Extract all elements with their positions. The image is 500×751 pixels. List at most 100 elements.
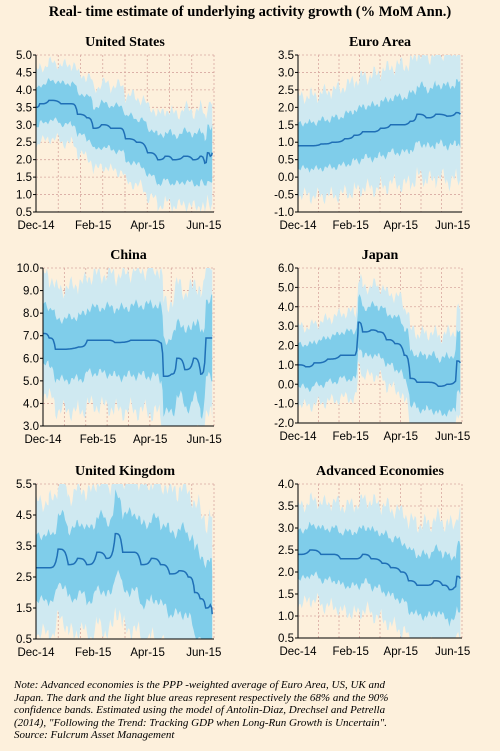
y-tick-label: -2.0 (274, 418, 294, 430)
y-tick-label: 1.5 (16, 172, 32, 184)
y-tick-label: 2.5 (278, 85, 294, 97)
y-tick-label: 4.0 (278, 302, 294, 314)
y-tick-label: 3.0 (278, 67, 294, 79)
y-tick-label: -1.0 (274, 399, 294, 411)
y-tick-label: 2.0 (278, 567, 294, 579)
y-tick-label: -1.0 (274, 207, 294, 219)
y-tick-label: 7.0 (23, 331, 39, 343)
x-tick-label: Dec-14 (17, 220, 55, 232)
y-tick-label: 3.5 (16, 102, 32, 114)
x-tick-label: Feb-15 (332, 646, 368, 658)
y-tick-label: 9.0 (23, 286, 39, 298)
charts-canvas: 0.5 1.0 1.5 2.0 2.5 3.0 3.5 4.0 4.5 5.0 Dec-14 Feb-… (16, 35, 470, 659)
y-tick-label: 0.5 (278, 633, 294, 645)
y-tick-label: 6.0 (278, 263, 294, 275)
y-tick-label: 0.0 (278, 379, 294, 391)
x-tick-label: Jun-15 (186, 220, 221, 232)
y-tick-label: 6.0 (23, 353, 39, 365)
y-tick-label: 3.5 (278, 50, 294, 62)
x-tick-label: Feb-15 (75, 647, 111, 659)
series-line (298, 321, 461, 387)
y-tick-label: 3.5 (278, 501, 294, 513)
x-tick-label: Dec-14 (279, 646, 317, 658)
series-line (298, 111, 461, 147)
y-tick-label: 1.5 (278, 120, 294, 132)
chart-title: United Kingdom (75, 464, 175, 479)
x-tick-label: Jun-15 (435, 431, 470, 443)
x-tick-label: Jun-15 (435, 220, 470, 232)
y-tick-label: 3.0 (23, 421, 39, 433)
note-line: Source: Fulcrum Asset Management (14, 729, 175, 742)
y-tick-label: 2.0 (16, 155, 32, 167)
y-tick-label: 4.0 (23, 398, 39, 410)
chart-title: Advanced Economies (316, 464, 445, 479)
x-tick-label: Feb-15 (332, 431, 368, 443)
y-tick-label: 2.5 (16, 137, 32, 149)
y-tick-label: 5.0 (23, 376, 39, 388)
series-line (36, 99, 213, 165)
band-68 (36, 489, 213, 639)
series-line (43, 332, 213, 378)
page-title: Real- time estimate of underlying activi… (48, 4, 452, 20)
y-tick-label: 2.5 (278, 545, 294, 557)
y-tick-label: 3.0 (16, 120, 32, 132)
y-tick-label: 8.0 (23, 308, 39, 320)
y-tick-label: 4.5 (16, 67, 32, 79)
y-tick-label: 3.0 (278, 523, 294, 535)
x-tick-label: Feb-15 (75, 220, 111, 232)
y-tick-label: 1.5 (16, 603, 32, 615)
x-tick-label: Dec-14 (279, 220, 317, 232)
y-tick-label: 0.5 (16, 207, 32, 219)
chart-panel: 3.0 4.0 5.0 6.0 7.0 8.0 9.0 10.0 Dec-14 Feb-15 Apr… (17, 248, 222, 446)
x-tick-label: Jun-15 (187, 434, 222, 446)
y-tick-label: 2.0 (278, 102, 294, 114)
y-tick-label: 10.0 (17, 263, 39, 275)
x-tick-label: Apr-15 (384, 220, 419, 232)
y-tick-label: 4.0 (16, 85, 32, 97)
note-line: (2014), "Following the Trend: Tracking G… (14, 716, 388, 729)
y-tick-label: 5.5 (16, 479, 32, 491)
y-tick-label: 1.0 (278, 137, 294, 149)
chart-title: Japan (362, 248, 399, 263)
series-line (298, 549, 461, 591)
x-tick-label: Apr-15 (384, 431, 419, 443)
y-tick-label: 5.0 (16, 50, 32, 62)
note-line: Japan. The dark and the light blue areas… (14, 691, 389, 704)
y-tick-label: 4.5 (16, 510, 32, 522)
x-tick-label: Apr-15 (130, 220, 165, 232)
y-tick-label: 4.0 (278, 479, 294, 491)
band-68 (43, 294, 213, 419)
y-tick-label: 0.0 (278, 172, 294, 184)
chart-note: Note: Advanced economies is the PPP -wei… (14, 679, 492, 742)
note-line: confidence bands. Estimated using the mo… (14, 704, 386, 717)
x-tick-label: Apr-15 (384, 646, 419, 658)
x-tick-label: Feb-15 (332, 220, 368, 232)
x-tick-label: Apr-15 (130, 647, 165, 659)
y-tick-label: 3.5 (16, 541, 32, 553)
y-tick-label: 1.0 (278, 611, 294, 623)
series-line (36, 532, 213, 615)
note-line: Note: Advanced economies is the PPP -wei… (14, 679, 385, 691)
band-68 (298, 521, 461, 627)
chart-panel: -1.0 -0.5 0.0 0.5 1.0 1.5 2.0 2.5 3.0 3.5 Dec-14 Fe… (274, 35, 470, 232)
x-tick-label: Dec-14 (24, 434, 62, 446)
y-tick-label: 0.5 (278, 155, 294, 167)
y-tick-label: 1.0 (16, 190, 32, 202)
band-68 (298, 79, 461, 173)
chart-panel: 0.5 1.0 1.5 2.0 2.5 3.0 3.5 4.0 4.5 5.0 Dec-14 Feb-… (16, 35, 221, 232)
x-tick-label: Dec-14 (17, 647, 55, 659)
y-tick-label: 0.5 (16, 634, 32, 646)
x-tick-label: Jun-15 (186, 647, 221, 659)
x-tick-label: Dec-14 (279, 431, 317, 443)
band-68 (298, 294, 461, 417)
y-tick-label: -0.5 (274, 190, 294, 202)
y-tick-label: 2.0 (278, 341, 294, 353)
y-tick-label: 5.0 (278, 282, 294, 294)
x-tick-label: Apr-15 (133, 434, 168, 446)
y-tick-label: 1.0 (278, 360, 294, 372)
x-tick-label: Jun-15 (435, 646, 470, 658)
chart-title: United States (85, 35, 165, 50)
chart-panel: 0.5 1.0 1.5 2.0 2.5 3.0 3.5 4.0 Dec-14 Feb-15 Apr-… (278, 464, 470, 658)
chart-title: China (110, 248, 147, 263)
y-tick-label: 2.5 (16, 572, 32, 584)
